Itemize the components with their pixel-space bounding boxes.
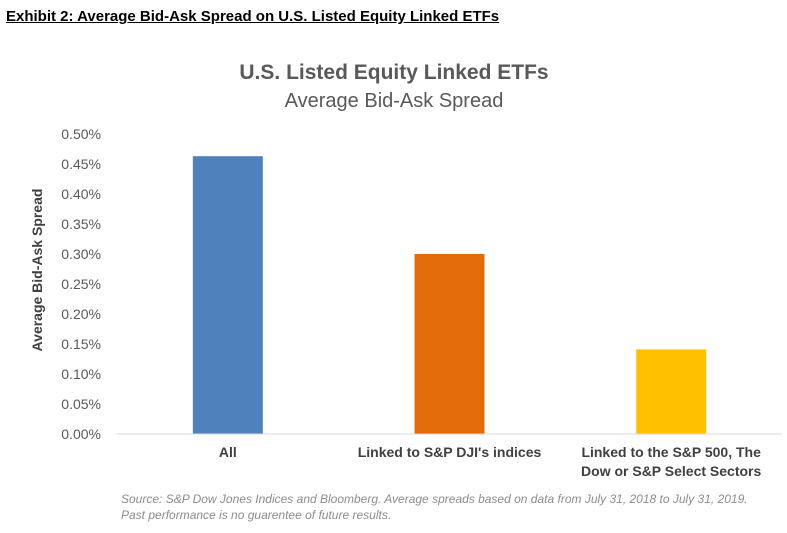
chart-subtitle: Average Bid-Ask Spread <box>285 90 504 112</box>
category-label: Linked to S&P DJI's indices <box>358 444 542 460</box>
category-label: Linked to the S&P 500, The Dow or S&P Sel… <box>581 444 761 479</box>
source-note: Source: S&P Dow Jones Indices and Bloomb… <box>121 492 748 522</box>
y-tick-label: 0.15% <box>61 336 101 352</box>
bar <box>192 156 263 434</box>
y-tick-label: 0.40% <box>61 186 101 202</box>
category-label: All <box>219 444 237 460</box>
category-labels: All Linked to S&P DJI's indices Linked to … <box>219 444 762 479</box>
y-axis-ticks: 0.00% 0.05% 0.10% 0.15% 0.20% 0.25% 0.30% 0.35%… <box>61 126 101 442</box>
exhibit-title: Exhibit 2: Average Bid-Ask Spread on U.S… <box>6 8 500 25</box>
y-tick-label: 0.00% <box>61 426 101 442</box>
chart-title: U.S. Listed Equity Linked ETFs <box>239 61 548 84</box>
y-tick-label: 0.50% <box>61 126 101 142</box>
y-tick-label: 0.45% <box>61 156 101 172</box>
y-tick-label: 0.05% <box>61 396 101 412</box>
y-tick-label: 0.30% <box>61 246 101 262</box>
y-tick-label: 0.35% <box>61 216 101 232</box>
bar <box>414 254 485 434</box>
y-axis-label: Average Bid-Ask Spread <box>29 189 45 352</box>
y-tick-label: 0.20% <box>61 306 101 322</box>
bar <box>636 349 707 434</box>
bars <box>192 156 707 434</box>
y-tick-label: 0.10% <box>61 366 101 382</box>
y-tick-label: 0.25% <box>61 276 101 292</box>
